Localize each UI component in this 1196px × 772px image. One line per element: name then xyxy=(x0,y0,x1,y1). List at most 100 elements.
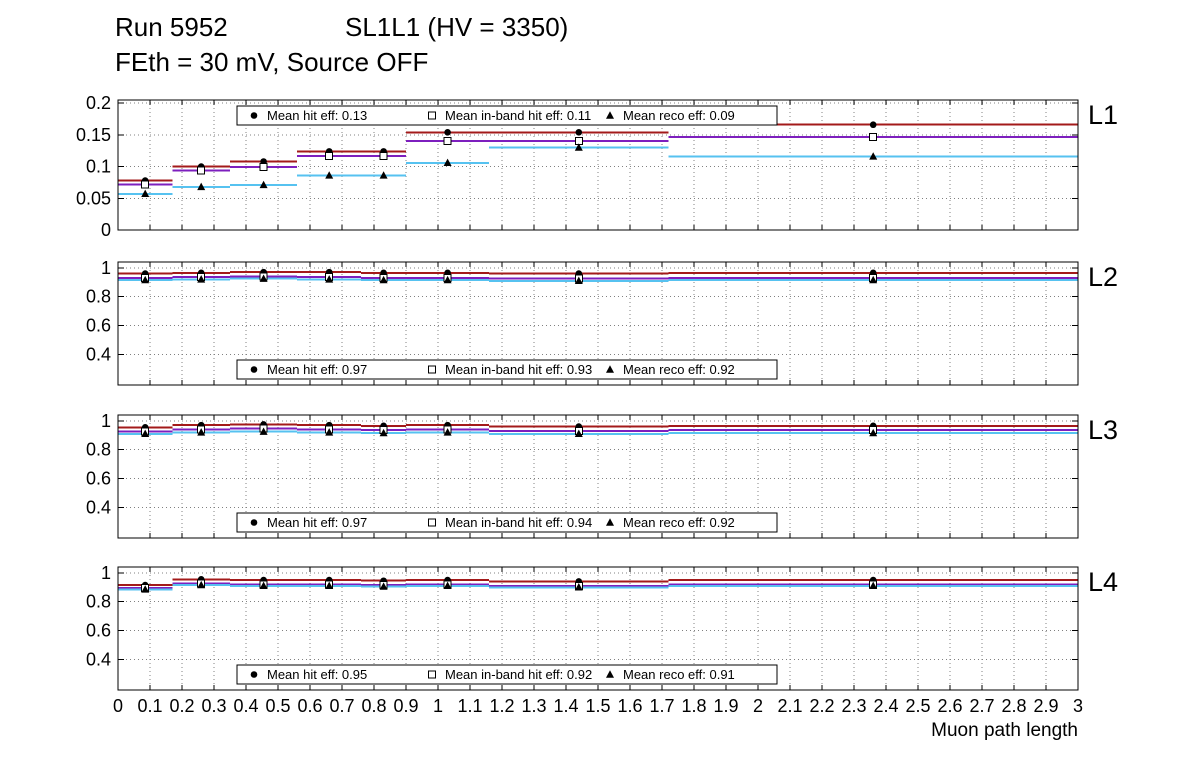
data-marker-triangle xyxy=(197,182,206,191)
x-tick-label: 1.5 xyxy=(585,696,610,716)
data-marker-triangle xyxy=(141,275,150,284)
data-marker-triangle xyxy=(574,276,583,285)
x-tick-label: 2.3 xyxy=(841,696,866,716)
y-tick-label: 0.8 xyxy=(86,440,111,460)
x-tick-label: 0.8 xyxy=(361,696,386,716)
x-tick-label: 2.7 xyxy=(969,696,994,716)
legend-label: Mean reco eff: 0.92 xyxy=(623,362,735,377)
x-tick-label: 1 xyxy=(433,696,443,716)
y-tick-label: 0.15 xyxy=(76,125,111,145)
x-tick-label: 1.3 xyxy=(521,696,546,716)
panel-L1: 0 0.05 0.1 0.15 0.2 Mean hit eff: 0.13 Mean in… xyxy=(76,93,1118,240)
data-marker-triangle xyxy=(379,428,388,437)
legend-marker-triangle xyxy=(606,111,614,119)
x-tick-label: 2 xyxy=(753,696,763,716)
panel-L2: 0.4 0.6 0.8 1 Mean hit eff: 0.97 Mean in-band… xyxy=(86,258,1118,386)
y-tick-label: 0.6 xyxy=(86,621,111,641)
legend-label: Mean reco eff: 0.92 xyxy=(623,515,735,530)
data-marker-triangle xyxy=(259,581,268,590)
data-marker-square xyxy=(379,151,388,160)
y-tick-label: 0.1 xyxy=(86,157,111,177)
panel-label-L1: L1 xyxy=(1088,100,1118,130)
data-marker-triangle xyxy=(325,428,334,436)
legend-label: Mean reco eff: 0.09 xyxy=(623,108,735,123)
data-marker-triangle xyxy=(869,152,878,160)
x-tick-label: 0.7 xyxy=(329,696,354,716)
data-marker-triangle xyxy=(574,583,583,591)
setup-title: SL1L1 (HV = 3350) xyxy=(345,12,569,42)
x-tick-label: 0.3 xyxy=(201,696,226,716)
data-marker-triangle xyxy=(443,428,452,436)
y-tick-label: 0.05 xyxy=(76,188,111,208)
data-marker-triangle xyxy=(259,427,268,435)
data-marker-triangle xyxy=(379,171,388,179)
legend-marker-triangle xyxy=(606,365,614,373)
x-tick-label: 3 xyxy=(1073,696,1083,716)
legend-marker-triangle xyxy=(606,670,614,678)
data-marker-triangle xyxy=(443,275,452,284)
data-marker-triangle xyxy=(869,275,878,284)
data-marker-triangle xyxy=(574,143,583,151)
x-tick-label: 2.6 xyxy=(937,696,962,716)
legend-label: Mean hit eff: 0.13 xyxy=(267,108,367,123)
panel-label-L3: L3 xyxy=(1088,415,1118,445)
y-tick-label: 0.8 xyxy=(86,592,111,612)
legend-label: Mean in-band hit eff: 0.92 xyxy=(445,667,592,682)
data-marker-square xyxy=(869,132,878,141)
legend-label: Mean in-band hit eff: 0.93 xyxy=(445,362,592,377)
legend-box xyxy=(236,359,778,380)
x-tick-label: 2.1 xyxy=(777,696,802,716)
data-marker-triangle xyxy=(325,275,334,283)
data-marker-circle xyxy=(869,121,877,129)
data-marker-triangle xyxy=(869,581,878,590)
y-tick-label: 0.2 xyxy=(86,93,111,113)
run-title: Run 5952 xyxy=(115,12,228,42)
x-axis-labels: 0 0.1 0.2 0.3 0.4 0.5 0.6 0.7 0.8 0.9 1 1.1 1.2 1.3 1.… xyxy=(113,696,1083,716)
data-marker-triangle xyxy=(141,585,150,593)
y-tick-label: 0.4 xyxy=(86,498,111,518)
data-marker-square xyxy=(325,151,334,160)
data-marker-triangle xyxy=(259,180,268,189)
legend-label: Mean in-band hit eff: 0.94 xyxy=(445,515,592,530)
x-tick-label: 2.8 xyxy=(1001,696,1026,716)
x-tick-label: 0.9 xyxy=(393,696,418,716)
legend-label: Mean reco eff: 0.91 xyxy=(623,667,735,682)
data-marker-circle xyxy=(260,158,267,165)
data-marker-triangle xyxy=(325,581,334,590)
data-marker-triangle xyxy=(443,581,452,590)
data-marker-square xyxy=(141,180,150,189)
y-tick-label: 0.6 xyxy=(86,316,111,336)
legend-marker-circle xyxy=(250,112,258,119)
y-tick-label: 1 xyxy=(101,563,111,583)
y-tick-label: 0.4 xyxy=(86,345,111,365)
legend-marker-square xyxy=(428,518,436,527)
x-axis-title: Muon path length xyxy=(931,720,1078,741)
y-tick-label: 1 xyxy=(101,411,111,431)
data-marker-triangle xyxy=(574,429,583,438)
x-tick-label: 1.9 xyxy=(713,696,738,716)
x-tick-label: 0 xyxy=(113,696,123,716)
x-tick-label: 2.4 xyxy=(873,696,898,716)
data-marker-triangle xyxy=(259,274,268,282)
data-marker-square xyxy=(259,163,268,172)
x-tick-label: 1.7 xyxy=(649,696,674,716)
legend-marker-square xyxy=(428,670,436,679)
panel-label-L2: L2 xyxy=(1088,262,1118,292)
data-marker-circle xyxy=(575,129,583,136)
data-marker-triangle xyxy=(141,429,150,438)
x-tick-label: 0.4 xyxy=(233,696,258,716)
legend-marker-circle xyxy=(250,519,258,526)
x-tick-label: 0.1 xyxy=(137,696,162,716)
data-marker-triangle xyxy=(379,275,388,284)
legend-marker-circle xyxy=(250,671,258,678)
data-marker-triangle xyxy=(325,171,334,179)
y-tick-label: 0.6 xyxy=(86,469,111,489)
data-marker-circle xyxy=(444,129,451,136)
legend-marker-square xyxy=(428,111,436,120)
x-tick-label: 2.5 xyxy=(905,696,930,716)
legend-marker-circle xyxy=(250,366,258,373)
data-marker-triangle xyxy=(141,189,150,198)
data-marker-triangle xyxy=(197,275,206,283)
panel-label-L4: L4 xyxy=(1088,567,1118,597)
x-tick-label: 2.9 xyxy=(1033,696,1058,716)
